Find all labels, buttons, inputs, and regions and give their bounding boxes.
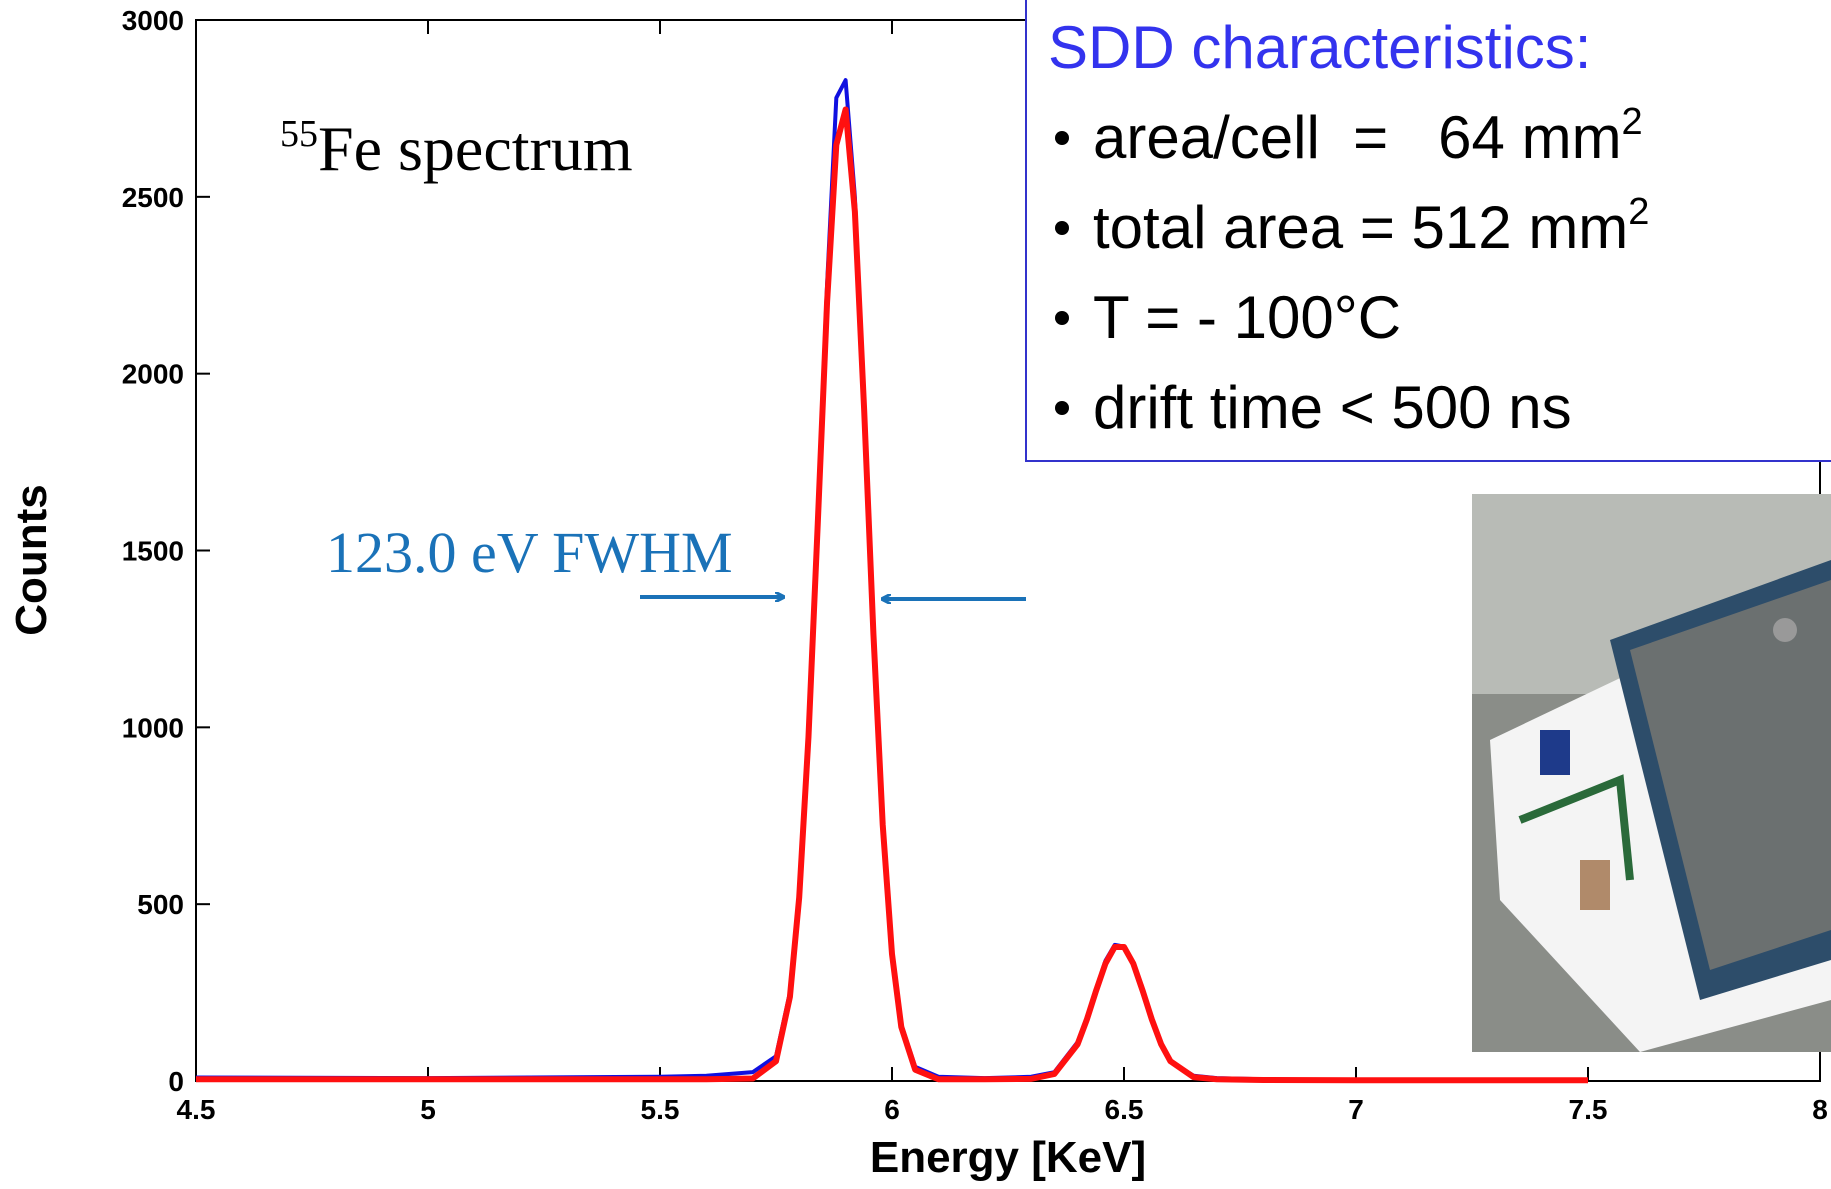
bullet [1055,311,1069,325]
y-tick-label: 2500 [122,182,184,213]
item-superscript: 2 [1628,191,1649,233]
bullet [1055,401,1069,415]
superscript: 55 [280,113,318,155]
item-text: drift time < 500 ns [1093,374,1572,441]
box-title: SDD characteristics: [1048,14,1591,81]
box-item: area/cell = 64 mm2 [1093,101,1643,171]
plot: 0 500 1000 1500 2000 2500 3000 4.5 5 5.5 6 6.5 7 7.5 8 [122,5,1828,1125]
label-text: Fe spectrum [318,113,633,184]
y-tick-label: 1500 [122,536,184,567]
bullet [1055,221,1069,235]
x-tick-label: 4.5 [177,1094,216,1125]
bullet [1055,131,1069,145]
x-tick-label: 6.5 [1105,1094,1144,1125]
box-item: drift time < 500 ns [1093,374,1572,441]
item-text: total area = 512 mm [1093,194,1628,261]
photo [1472,494,1831,1052]
y-tick-label: 1000 [122,712,184,743]
y-tick-label: 3000 [122,5,184,36]
text-box: SDD characteristics:area/cell = 64 mm2to… [1025,0,1831,462]
item-text: area/cell = 64 mm [1093,104,1622,171]
spectrum-label: 55Fe spectrum [280,113,633,184]
x-tick-label: 8 [1812,1094,1828,1125]
y-axis-label: Counts [7,484,56,636]
x-tick-label: 7.5 [1569,1094,1608,1125]
fwhm-label: 123.0 eV FWHM [326,520,733,585]
x-tick-label: 6 [884,1094,900,1125]
box-item: total area = 512 mm2 [1093,191,1649,261]
y-tick-label: 0 [168,1066,184,1097]
y-tick-label: 2000 [122,359,184,390]
x-tick-label: 5.5 [641,1094,680,1125]
y-tick-label: 500 [137,889,184,920]
box-item: T = - 100°C [1093,284,1401,351]
series-line [196,106,1588,1084]
x-tick-label: 7 [1348,1094,1364,1125]
x-axis-label: Energy [KeV] [870,1133,1146,1182]
item-text: T = - 100°C [1093,284,1401,351]
x-tick-label: 5 [420,1094,436,1125]
item-superscript: 2 [1622,101,1643,143]
